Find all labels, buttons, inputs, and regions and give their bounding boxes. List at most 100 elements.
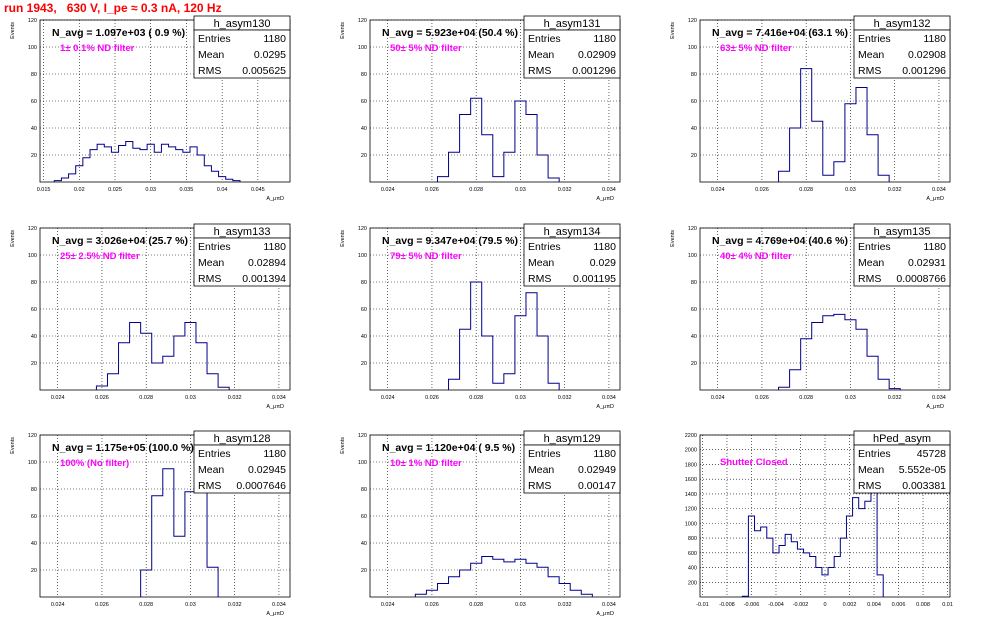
stats-value: 0.029 [590,257,616,269]
y-tick-label: 120 [28,226,37,232]
y-tick-label: 2200 [685,433,697,439]
histogram-bin [176,150,183,182]
x-axis-title: A_μπD [266,611,284,617]
y-tick-label: 1800 [685,462,697,468]
y-tick-label: 20 [31,568,37,574]
y-tick-label: 40 [31,541,37,547]
histogram-bin [90,150,97,182]
histogram-outline [140,468,219,597]
n-avg-label: N_avg = 4.769e+04 (40.6 %) [712,235,848,247]
y-axis-title: Events [340,437,346,454]
filter-label: 10± 1% ND filter [390,458,462,469]
n-avg-label: N_avg = 1.120e+04 ( 9.5 %) [382,442,515,454]
y-tick-label: 100 [358,460,367,466]
histogram-bin [69,174,76,182]
y-tick-label: 20 [361,361,367,367]
y-tick-label: 60 [31,99,37,105]
histogram-bin [163,356,174,390]
y-tick-label: 1400 [685,492,697,498]
x-tick-label: 0.028 [469,602,483,608]
histogram-bin [460,570,471,597]
histogram-bin [877,575,883,597]
x-tick-label: 0.024 [381,602,395,608]
stats-value: 0.001195 [573,273,616,285]
x-tick-label: 0.034 [272,395,286,401]
stats-box [523,237,621,287]
histogram-bin [801,339,812,390]
y-tick-label: 60 [31,514,37,520]
filter-label: 50± 5% ND filter [390,43,462,54]
y-tick-label: 60 [361,307,367,313]
plot-frame [39,434,291,598]
x-tick-label: 0.028 [799,187,813,193]
histogram-bin [174,536,185,597]
stats-value: 1180 [593,33,616,45]
x-tick-label: 0.024 [381,187,395,193]
histogram-bin [482,557,493,598]
stats-value: 0.0295 [254,49,286,61]
stats-box [193,29,291,79]
x-tick-label: 0.04 [217,187,228,193]
y-tick-label: 60 [361,99,367,105]
y-tick-label: 80 [31,487,37,493]
stats-box [853,237,951,287]
histogram-outline [778,68,890,182]
x-axis-title: A_μπD [266,404,284,410]
stats-label: Entries [858,241,891,253]
y-tick-label: 20 [691,153,697,159]
filter-label: 1± 0.1% ND filter [60,43,135,54]
histogram-name: h_asym129 [544,433,601,445]
histogram-bin [482,135,493,182]
stats-value: 1180 [593,241,616,253]
y-tick-label: 80 [361,487,367,493]
histogram-panel-h_asym129: 0.024 0.026 0.028 0.03 0.032 0.034 20 40 60 80 100… [340,430,621,617]
x-tick-label: 0.03 [845,187,856,193]
stats-value: 0.001296 [572,65,616,77]
histogram-bin [61,178,68,182]
histogram-bin [197,155,204,182]
x-tick-label: 0.024 [381,395,395,401]
stats-label: Mean [528,257,554,269]
stats-value: 0.02894 [248,257,286,269]
histogram-bin [83,158,90,182]
stats-value: 1180 [263,448,286,460]
x-tick-label: 0.026 [755,187,769,193]
filter-label: 40± 4% ND filter [720,251,792,262]
histogram-bin [810,557,816,598]
y-tick-label: 800 [688,536,697,542]
stats-value: 0.005625 [242,65,286,77]
x-tick-label: 0.032 [888,395,902,401]
stats-label: Mean [198,464,224,476]
plot-frame [39,227,291,391]
x-axis-title: A_μπD [926,196,944,202]
stats-label: Mean [858,464,884,476]
histogram-bin [867,356,878,390]
histogram-bin [126,142,133,183]
stats-box [853,29,951,79]
histogram-panel-h_asym130: 0.015 0.02 0.025 0.03 0.035 0.04 0.045 20 40 60 80… [10,15,291,202]
histogram-bin [785,534,791,597]
histogram-panel-h_asym132: 0.024 0.026 0.028 0.03 0.032 0.034 20 40 60 80 100… [670,15,951,202]
stats-value: 1180 [923,241,946,253]
histogram-bin [493,177,504,182]
y-tick-label: 100 [28,253,37,259]
histogram-bin [204,166,211,182]
histogram-bin [154,152,161,182]
y-tick-label: 20 [31,361,37,367]
histogram-bin [834,557,840,598]
x-tick-label: 0.026 [425,187,439,193]
x-tick-label: 0.028 [139,395,153,401]
filter-label: 100% (No filter) [60,458,129,469]
x-tick-label: 0.028 [469,395,483,401]
y-axis-title: Events [10,22,16,39]
histogram-outline [436,97,560,182]
x-tick-label: 0.026 [755,395,769,401]
histogram-name: h_asym134 [544,226,601,238]
y-tick-label: 120 [28,433,37,439]
x-tick-label: 0.028 [139,602,153,608]
y-tick-label: 1000 [685,521,697,527]
histogram-bin [834,162,845,182]
x-tick-label: 0.045 [251,187,265,193]
histogram-panel-h_asym134: 0.024 0.026 0.028 0.03 0.032 0.034 20 40 60 80 100… [340,223,621,410]
